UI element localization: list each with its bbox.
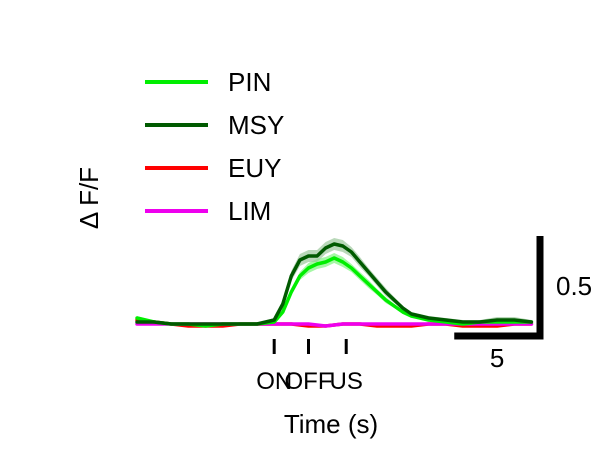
- legend: PIN MSY EUY LIM: [145, 67, 284, 226]
- scale-bar: 5 0.5: [454, 236, 592, 373]
- series-lines: [135, 242, 534, 328]
- event-label-off: OFF: [284, 368, 332, 395]
- band-msy: [137, 238, 532, 325]
- event-label-on: ON: [256, 368, 292, 395]
- scale-bar-y-label: 0.5: [556, 271, 592, 301]
- legend-label-pin: PIN: [228, 67, 271, 97]
- legend-label-euy: EUY: [228, 153, 281, 183]
- line-pin: [135, 256, 534, 328]
- band-pin: [137, 253, 532, 327]
- y-axis-label: Δ F/F: [74, 167, 104, 229]
- legend-label-lim: LIM: [228, 196, 271, 226]
- x-axis-label: Time (s): [284, 409, 378, 439]
- sem-bands: [137, 238, 532, 327]
- scale-bar-x-label: 5: [490, 343, 504, 373]
- legend-label-msy: MSY: [228, 110, 284, 140]
- event-label-us: US: [330, 368, 363, 395]
- line-msy: [135, 242, 534, 326]
